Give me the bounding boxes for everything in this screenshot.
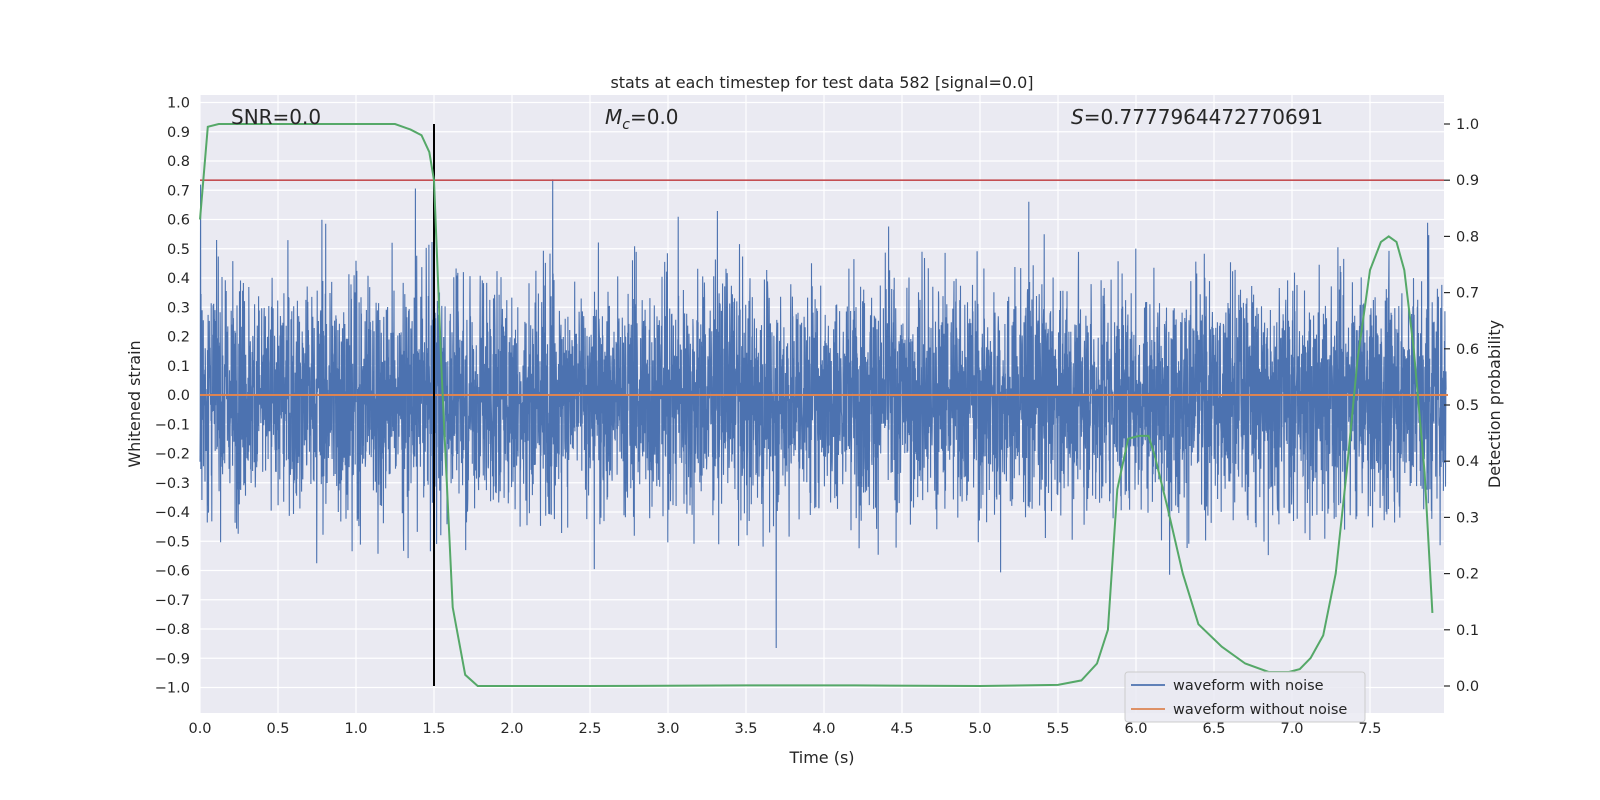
mc-subscript: c [622, 117, 630, 133]
x-tick-label: 3.5 [734, 721, 757, 737]
x-tick-label: 6.0 [1124, 721, 1147, 737]
y-tick-label: 0.8 [167, 154, 190, 170]
x-tick-label: 1.0 [344, 721, 367, 737]
series-waveform-with-noise [199, 179, 1447, 649]
y-tick-label: 0.1 [167, 359, 190, 375]
legend-label-waveform-with-noise: waveform with noise [1173, 678, 1324, 694]
y-tick-label: −0.1 [155, 417, 190, 433]
y-tick-label: −0.6 [155, 564, 190, 580]
y2-tick-label: 1.0 [1456, 117, 1479, 133]
noise-trace [199, 179, 1447, 649]
mc-symbol: M [605, 105, 622, 129]
y-tick-label: 0.5 [167, 242, 190, 258]
y-tick-label: 0.4 [167, 271, 190, 287]
y-tick-label: 0.3 [167, 300, 190, 316]
y-tick-label: 0.9 [167, 125, 190, 141]
s-value: =0.7777964472770691 [1084, 105, 1323, 129]
y-tick-label: −0.2 [155, 447, 190, 463]
x-axis-label: Time (s) [788, 748, 854, 767]
y-tick-label: 0.0 [167, 388, 190, 404]
mc-value: =0.0 [630, 105, 679, 129]
x-tick-label: 7.5 [1358, 721, 1381, 737]
x-tick-label: 5.5 [1046, 721, 1069, 737]
y-tick-label: −1.0 [155, 681, 190, 697]
y-tick-label: 1.0 [167, 96, 190, 112]
y2-tick-label: 0.0 [1456, 679, 1479, 695]
y2-tick-label: 0.5 [1456, 398, 1479, 414]
y-tick-label: 0.7 [167, 183, 190, 199]
y-tick-label: 0.6 [167, 213, 190, 229]
y2-tick-label: 0.1 [1456, 623, 1479, 639]
legend-box [1124, 671, 1366, 723]
x-tick-label: 0.0 [188, 721, 211, 737]
y2-tick-label: 0.8 [1456, 229, 1479, 245]
x-tick-label: 2.0 [500, 721, 523, 737]
legend-label-waveform-without-noise: waveform without noise [1173, 702, 1347, 718]
x-tick-label: 4.0 [812, 721, 835, 737]
x-tick-label: 0.5 [266, 721, 289, 737]
series-detection-probability [199, 123, 1434, 688]
y2-tick-label: 0.6 [1456, 342, 1479, 358]
y-tick-label: −0.3 [155, 476, 190, 492]
x-tick-label: 6.5 [1202, 721, 1225, 737]
x-tick-label: 2.5 [578, 721, 601, 737]
chart-title: stats at each timestep for test data 582… [610, 73, 1033, 92]
y-tick-label: 0.2 [167, 330, 190, 346]
x-tick-label: 3.0 [656, 721, 679, 737]
y-tick-label: −0.8 [155, 622, 190, 638]
y2-tick-label: 0.7 [1456, 286, 1479, 302]
y2-tick-label: 0.3 [1456, 510, 1479, 526]
x-tick-label: 4.5 [890, 721, 913, 737]
y-tick-label: −0.7 [155, 593, 190, 609]
y2-tick-label: 0.9 [1456, 173, 1479, 189]
x-tick-label: 7.0 [1280, 721, 1303, 737]
score-annotation: S=0.7777964472770691 [1071, 105, 1323, 129]
y-tick-label: −0.5 [155, 534, 190, 550]
s-symbol: S [1071, 105, 1084, 129]
x-tick-label: 5.0 [968, 721, 991, 737]
y2-tick-label: 0.4 [1456, 454, 1479, 470]
axis-ticks: 0.0 0.5 1.0 1.5 2.0 2.5 3.0 3.5 4.0 4.5 5.0 5.5 6.0 6… [155, 96, 1479, 738]
y2-axis-label: Detection probability [1485, 320, 1504, 488]
chirp-mass-annotation: Mc=0.0 [605, 105, 679, 133]
y-tick-label: −0.4 [155, 505, 190, 521]
y2-tick-label: 0.2 [1456, 567, 1479, 583]
legend: waveform with noise waveform without noi… [1124, 671, 1366, 723]
y-axis-label: Whitened strain [125, 340, 144, 467]
x-tick-label: 1.5 [422, 721, 445, 737]
snr-annotation: SNR=0.0 [231, 105, 321, 129]
y-tick-label: −0.9 [155, 651, 190, 667]
